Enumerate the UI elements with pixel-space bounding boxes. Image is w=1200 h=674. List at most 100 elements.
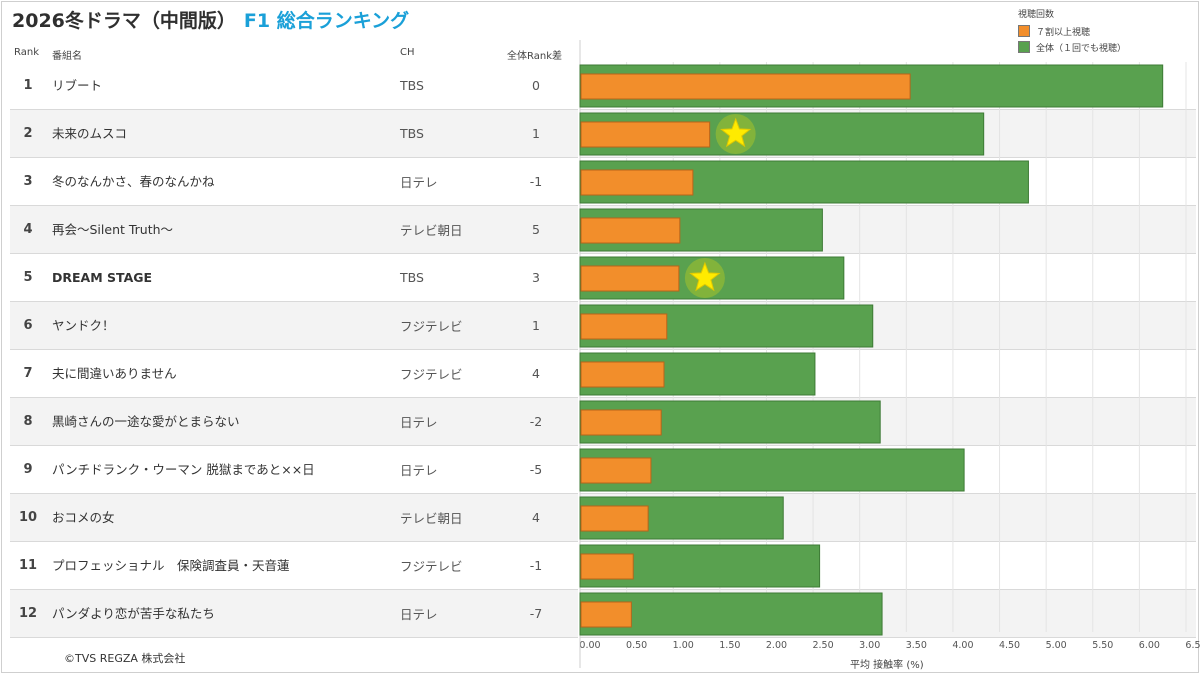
- channel-cell: フジテレビ: [400, 367, 463, 382]
- bar-top70-viewers: [580, 457, 652, 484]
- header-rank-diff: 全体Rank差: [507, 51, 562, 62]
- legend-item-top70: ７割以上視聴: [1018, 23, 1126, 39]
- channel-cell: フジテレビ: [400, 559, 463, 574]
- rank-diff-cell: 1: [532, 318, 540, 333]
- program-name: 黒崎さんの一途な愛がとまらない: [52, 414, 240, 429]
- channel-cell: 日テレ: [400, 175, 438, 190]
- channel-cell: 日テレ: [400, 463, 438, 478]
- rank-cell: 1: [23, 78, 33, 93]
- rank-diff-cell: 3: [532, 270, 540, 285]
- table-row: 11 プロフェッショナル 保険調査員・天音蓮 フジテレビ -1: [10, 542, 578, 590]
- program-name: 夫に間違いありません: [52, 366, 177, 381]
- bar-top70-viewers: [580, 265, 680, 292]
- legend-swatch-orange: [1018, 25, 1030, 37]
- rank-cell: 9: [23, 462, 33, 477]
- table-row: 8 黒崎さんの一途な愛がとまらない 日テレ -2: [10, 398, 578, 446]
- table-row: 4 再会～Silent Truth～ テレビ朝日 5: [10, 206, 578, 254]
- x-tick-label: 1.50: [719, 640, 740, 651]
- bar-top70-viewers: [580, 169, 694, 196]
- x-tick-label: 1.00: [673, 640, 694, 651]
- bar-top70-viewers: [580, 505, 649, 532]
- x-tick-label: 5.50: [1092, 640, 1113, 651]
- rank-cell: 11: [18, 558, 38, 573]
- legend-label: ７割以上視聴: [1036, 27, 1091, 38]
- title-sub: F1 総合ランキング: [243, 10, 410, 32]
- x-tick-label: 5.00: [1046, 640, 1067, 651]
- bar-top70-viewers: [580, 361, 665, 388]
- channel-cell: 日テレ: [400, 607, 438, 622]
- rank-cell: 10: [18, 510, 38, 525]
- rank-cell: 3: [23, 174, 33, 189]
- program-name: 再会～Silent Truth～: [52, 222, 174, 237]
- table-row: 1 リブート TBS 0: [10, 62, 578, 110]
- rank-diff-cell: 4: [532, 366, 540, 381]
- program-name: おコメの女: [52, 510, 115, 525]
- table-row: 10 おコメの女 テレビ朝日 4: [10, 494, 578, 542]
- x-axis-title: 平均 接触率 (%): [850, 660, 924, 671]
- rank-diff-cell: -1: [529, 558, 543, 573]
- rank-diff-cell: 1: [532, 126, 540, 141]
- legend-title: 視聴回数: [1018, 10, 1055, 20]
- title-main: 2026冬ドラマ（中間版）: [12, 10, 236, 32]
- program-name: パンチドランク・ウーマン 脱獄まであと××日: [52, 462, 315, 477]
- rank-diff-cell: -7: [529, 606, 543, 621]
- program-name: 冬のなんかさ、春のなんかね: [52, 174, 215, 189]
- page-title: 2026冬ドラマ（中間版） F1 総合ランキング: [12, 6, 409, 33]
- rank-cell: 7: [23, 366, 33, 381]
- rank-diff-cell: 5: [532, 222, 540, 237]
- channel-cell: TBS: [400, 270, 424, 285]
- rank-cell: 5: [23, 270, 33, 285]
- table-row: 7 夫に間違いありません フジテレビ 4: [10, 350, 578, 398]
- bar-top70-viewers: [580, 121, 711, 148]
- rank-diff-cell: -5: [529, 462, 543, 477]
- header-program: 番組名: [52, 51, 82, 62]
- rank-cell: 12: [18, 606, 38, 621]
- highlight-star-icon: [720, 117, 752, 148]
- legend-swatch-green: [1018, 41, 1030, 53]
- bar-top70-viewers: [580, 217, 681, 244]
- x-tick-label: 4.50: [999, 640, 1020, 651]
- bar-top70-viewers: [580, 73, 911, 100]
- table-row: 3 冬のなんかさ、春のなんかね 日テレ -1: [10, 158, 578, 206]
- channel-cell: テレビ朝日: [400, 223, 463, 238]
- table-row: 9 パンチドランク・ウーマン 脱獄まであと××日 日テレ -5: [10, 446, 578, 494]
- x-tick-label: 3.50: [906, 640, 927, 651]
- x-tick-label: 3.00: [859, 640, 880, 651]
- x-tick-label: 0.50: [626, 640, 647, 651]
- x-tick-label: 4.00: [952, 640, 973, 651]
- program-name: プロフェッショナル 保険調査員・天音蓮: [52, 558, 290, 573]
- program-name: 未来のムスコ: [52, 126, 128, 141]
- bar-top70-viewers: [580, 601, 632, 628]
- x-tick-label: 6.00: [1139, 640, 1160, 651]
- rank-diff-cell: 0: [532, 78, 540, 93]
- rank-diff-cell: 4: [532, 510, 540, 525]
- highlight-star-icon: [689, 261, 721, 292]
- rank-diff-cell: -2: [529, 414, 543, 429]
- legend: 視聴回数 ７割以上視聴 全体（１回でも視聴）: [1018, 7, 1126, 55]
- legend-item-all: 全体（１回でも視聴）: [1018, 39, 1126, 55]
- copyright: ©TVS REGZA 株式会社: [64, 652, 186, 665]
- rank-cell: 4: [23, 222, 33, 237]
- program-name: DREAM STAGE: [52, 270, 153, 285]
- header-rank: Rank: [14, 47, 39, 58]
- x-tick-label: 6.50: [1185, 640, 1200, 651]
- channel-cell: TBS: [400, 78, 424, 93]
- legend-label: 全体（１回でも視聴）: [1036, 43, 1127, 54]
- table-row: 2 未来のムスコ TBS 1: [10, 110, 578, 158]
- program-name: パンダより恋が苦手な私たち: [52, 606, 215, 621]
- table-row: 6 ヤンドク！ フジテレビ 1: [10, 302, 578, 350]
- channel-cell: テレビ朝日: [400, 511, 463, 526]
- x-tick-label: 0.00: [579, 640, 600, 651]
- header-ch: CH: [400, 47, 415, 58]
- rank-cell: 8: [23, 414, 33, 429]
- channel-cell: フジテレビ: [400, 319, 463, 334]
- table-row: 5 DREAM STAGE TBS 3: [10, 254, 578, 302]
- channel-cell: TBS: [400, 126, 424, 141]
- channel-cell: 日テレ: [400, 415, 438, 430]
- x-tick-label: 2.50: [812, 640, 833, 651]
- rank-cell: 2: [23, 126, 33, 141]
- bar-top70-viewers: [580, 313, 668, 340]
- table-row: 12 パンダより恋が苦手な私たち 日テレ -7: [10, 590, 578, 638]
- x-tick-label: 2.00: [766, 640, 787, 651]
